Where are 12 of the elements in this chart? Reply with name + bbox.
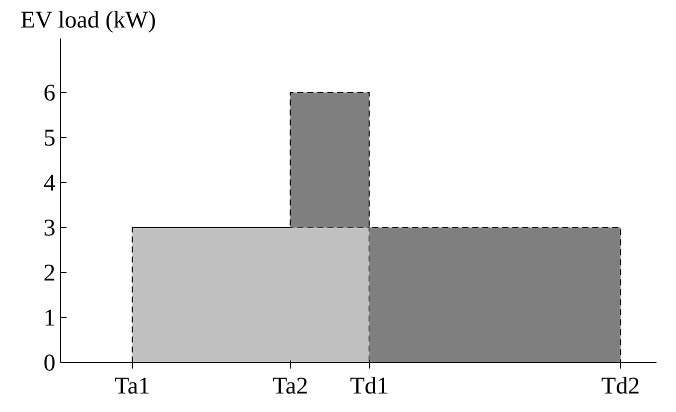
- y-tick-label: 1: [44, 306, 56, 332]
- y-tick-label: 2: [44, 260, 56, 286]
- x-tick-label: Ta2: [272, 374, 308, 400]
- x-tick-label: Td1: [350, 374, 389, 400]
- x-tick-label: Ta1: [114, 374, 150, 400]
- y-tick-label: 4: [44, 170, 56, 196]
- y-tick-label: 0: [44, 350, 56, 376]
- y-tick-label: 5: [44, 126, 56, 152]
- y-axis-title: EV load (kW): [20, 8, 156, 34]
- y-tick-label: 3: [44, 216, 56, 242]
- y-tick-label: 6: [44, 80, 56, 106]
- x-tick-label: Td2: [601, 374, 640, 400]
